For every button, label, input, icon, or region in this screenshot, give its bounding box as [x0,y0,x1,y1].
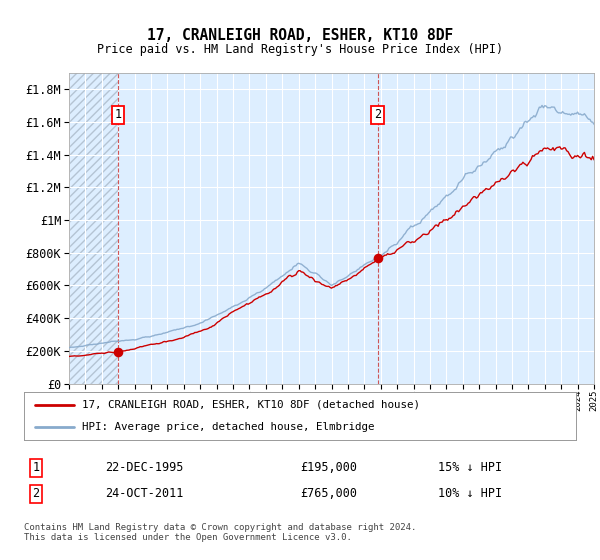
Point [373,254,382,263]
Text: 22-DEC-1995: 22-DEC-1995 [105,461,184,474]
Point [113,347,122,356]
Text: 17, CRANLEIGH ROAD, ESHER, KT10 8DF: 17, CRANLEIGH ROAD, ESHER, KT10 8DF [147,28,453,43]
Text: Price paid vs. HM Land Registry's House Price Index (HPI): Price paid vs. HM Land Registry's House … [97,43,503,56]
Text: 1: 1 [114,108,121,122]
Text: HPI: Average price, detached house, Elmbridge: HPI: Average price, detached house, Elmb… [82,422,374,432]
Text: Contains HM Land Registry data © Crown copyright and database right 2024.
This d: Contains HM Land Registry data © Crown c… [24,522,416,542]
Text: £195,000: £195,000 [300,461,357,474]
Text: 2: 2 [374,108,381,122]
Text: 24-OCT-2011: 24-OCT-2011 [105,487,184,501]
Text: 17, CRANLEIGH ROAD, ESHER, KT10 8DF (detached house): 17, CRANLEIGH ROAD, ESHER, KT10 8DF (det… [82,400,420,410]
Text: 1: 1 [32,461,40,474]
Text: £765,000: £765,000 [300,487,357,501]
Text: 15% ↓ HPI: 15% ↓ HPI [438,461,502,474]
Text: 10% ↓ HPI: 10% ↓ HPI [438,487,502,501]
Text: 2: 2 [32,487,40,501]
